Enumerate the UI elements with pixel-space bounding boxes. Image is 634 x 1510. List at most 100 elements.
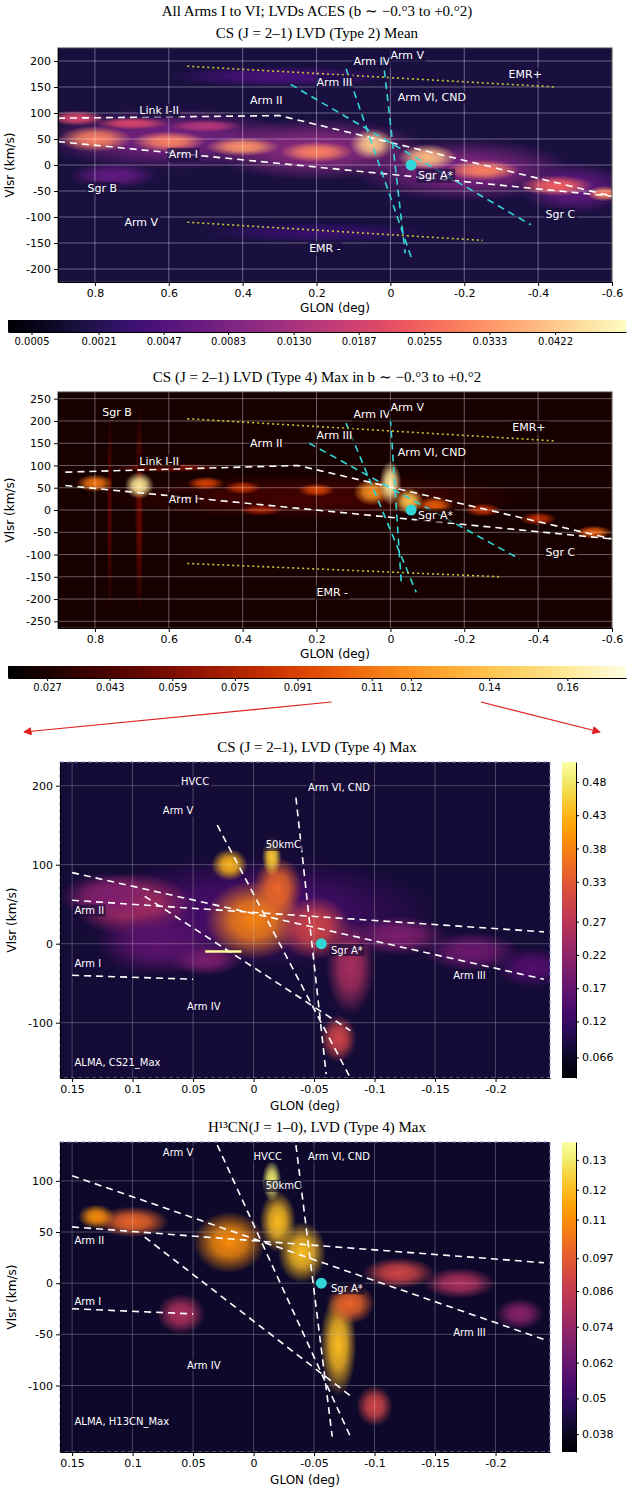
y-tick-mark xyxy=(56,865,60,866)
annotation-label: Link I-II xyxy=(139,104,179,117)
grid-line xyxy=(314,1142,315,1452)
colorbar-tick-mark xyxy=(424,332,425,335)
annotation-patch xyxy=(186,1001,223,1013)
y-tick: -100 xyxy=(28,1380,60,1393)
x-tick-mark xyxy=(317,282,318,286)
x-tick: -0.15 xyxy=(421,1078,449,1096)
page-title: All Arms I to VI; LVDs ACES (b ∼ −0.°3 t… xyxy=(162,3,473,20)
colorbar-tick: 0.027 xyxy=(33,678,62,693)
annotation-label: ALMA, H13CN_Max xyxy=(75,1416,170,1428)
colorbar-tick-label: 0.0005 xyxy=(15,336,50,347)
annotation: Arm IV xyxy=(186,1359,223,1371)
x-tick-mark xyxy=(375,1452,376,1456)
annotation-label: HVCC xyxy=(181,776,209,787)
annotation: Arm III xyxy=(315,75,354,89)
emission-cell xyxy=(398,144,457,170)
colorbar-tick: 0.17 xyxy=(576,982,607,995)
annotation-patch xyxy=(330,1282,365,1294)
y-tick: 100 xyxy=(32,1175,60,1188)
plot-area xyxy=(58,392,612,628)
annotation-patch xyxy=(352,408,392,422)
annotation-patch xyxy=(249,93,285,107)
x-tick-label: 0.05 xyxy=(181,1083,206,1096)
annotation: 50kmC xyxy=(264,1180,302,1192)
annotation-patch xyxy=(417,509,456,523)
grid-line xyxy=(60,1283,550,1284)
x-tick-label: 0 xyxy=(387,287,394,300)
panel: CS (J = 2–1), LVD (Type 4) Max0.150.10.0… xyxy=(5,739,614,1113)
annotation-label: Arm VI, CND xyxy=(398,91,466,104)
colorbar-tick: 0.038 xyxy=(576,1428,614,1441)
annotation-label: Sgr A* xyxy=(331,1283,363,1294)
annotation-patch xyxy=(101,405,134,419)
x-tick: 0 xyxy=(387,282,394,300)
x-tick-label: -0.05 xyxy=(300,1457,328,1470)
x-tick-mark xyxy=(254,1452,255,1456)
emission-cell xyxy=(193,1212,266,1273)
x-tick-mark xyxy=(254,1078,255,1082)
colorbar-tick-mark xyxy=(576,1398,579,1399)
y-tick-mark xyxy=(56,786,60,787)
colorbar-tick-mark xyxy=(372,678,373,681)
grid-line xyxy=(132,1142,133,1452)
colorbar-tick-label: 0.11 xyxy=(582,1214,607,1227)
annotation-label: Arm I xyxy=(169,148,198,161)
arm-line xyxy=(187,66,556,87)
arm-line xyxy=(187,563,501,576)
arm-line xyxy=(72,873,544,980)
annotation: Sgr C xyxy=(544,546,577,560)
x-axis: 0.150.10.050-0.05-0.1-0.15-0.2 xyxy=(60,1452,550,1470)
annotation: HVCC xyxy=(179,776,210,788)
annotation-patch xyxy=(330,944,365,956)
x-tick: -0.4 xyxy=(528,628,549,646)
y-tick-label: 200 xyxy=(30,55,51,68)
y-axis-title: Vlsr (km/s) xyxy=(3,133,17,198)
y-tick: -50 xyxy=(35,1328,60,1341)
x-tick-mark xyxy=(496,1078,497,1082)
x-axis-line xyxy=(61,1078,551,1079)
annotation: HVCC xyxy=(252,1150,283,1162)
y-tick-mark xyxy=(54,113,58,114)
colorbar-tick-mark xyxy=(576,815,579,816)
y-tick-label: 50 xyxy=(39,1226,53,1239)
x-tick-label: 0.05 xyxy=(181,1457,206,1470)
colorbar-tick: 0.22 xyxy=(576,949,607,962)
y-tick-mark xyxy=(54,243,58,244)
y-tick: 250 xyxy=(30,393,58,406)
y-tick-mark xyxy=(54,217,58,218)
annotation-label: Arm V xyxy=(124,216,158,229)
annotation: EMR+ xyxy=(507,67,543,81)
y-tick-label: 200 xyxy=(30,415,51,428)
y-tick-mark xyxy=(54,510,58,511)
annotation: Arm II xyxy=(249,437,285,451)
colorbar-tick: 0.074 xyxy=(576,1321,614,1334)
annotation-label: ALMA, CS21_Max xyxy=(75,1057,161,1069)
x-tick-label: 0.8 xyxy=(87,287,105,300)
colorbar-tick-label: 0.12 xyxy=(400,682,422,693)
colorbar-tick-label: 0.074 xyxy=(582,1321,614,1334)
colorbar-tick-mark xyxy=(576,1258,579,1259)
x-tick-mark xyxy=(612,628,613,632)
x-tick-mark xyxy=(193,1078,194,1082)
x-tick-label: -0.15 xyxy=(421,1083,449,1096)
y-tick: 50 xyxy=(37,133,58,146)
colorbar-tick-mark xyxy=(99,332,100,335)
annotation-label: EMR+ xyxy=(512,421,545,434)
annotation-patch xyxy=(264,839,302,851)
annotation: EMR - xyxy=(308,242,343,256)
colorbar-tick-label: 0.0047 xyxy=(147,336,182,347)
annotation-patch xyxy=(352,54,392,68)
colorbar-tick-label: 0.11 xyxy=(361,682,383,693)
colorbar-tick-mark xyxy=(576,1160,579,1161)
panel: CS (J = 2–1) LVD (Type 4) Max in b ∼ −0.… xyxy=(3,369,627,693)
annotation: Sgr C xyxy=(544,208,577,222)
y-tick-mark xyxy=(54,443,58,444)
colorbar-tick-mark xyxy=(294,332,295,335)
y-tick-label: 150 xyxy=(30,81,51,94)
annotation-patch xyxy=(179,776,210,788)
annotation-patch xyxy=(452,1326,488,1338)
annotation: Arm VI, CND xyxy=(307,1150,372,1162)
x-tick-mark xyxy=(464,282,465,286)
y-tick: 0 xyxy=(46,1277,60,1290)
plot-frame xyxy=(58,392,612,628)
